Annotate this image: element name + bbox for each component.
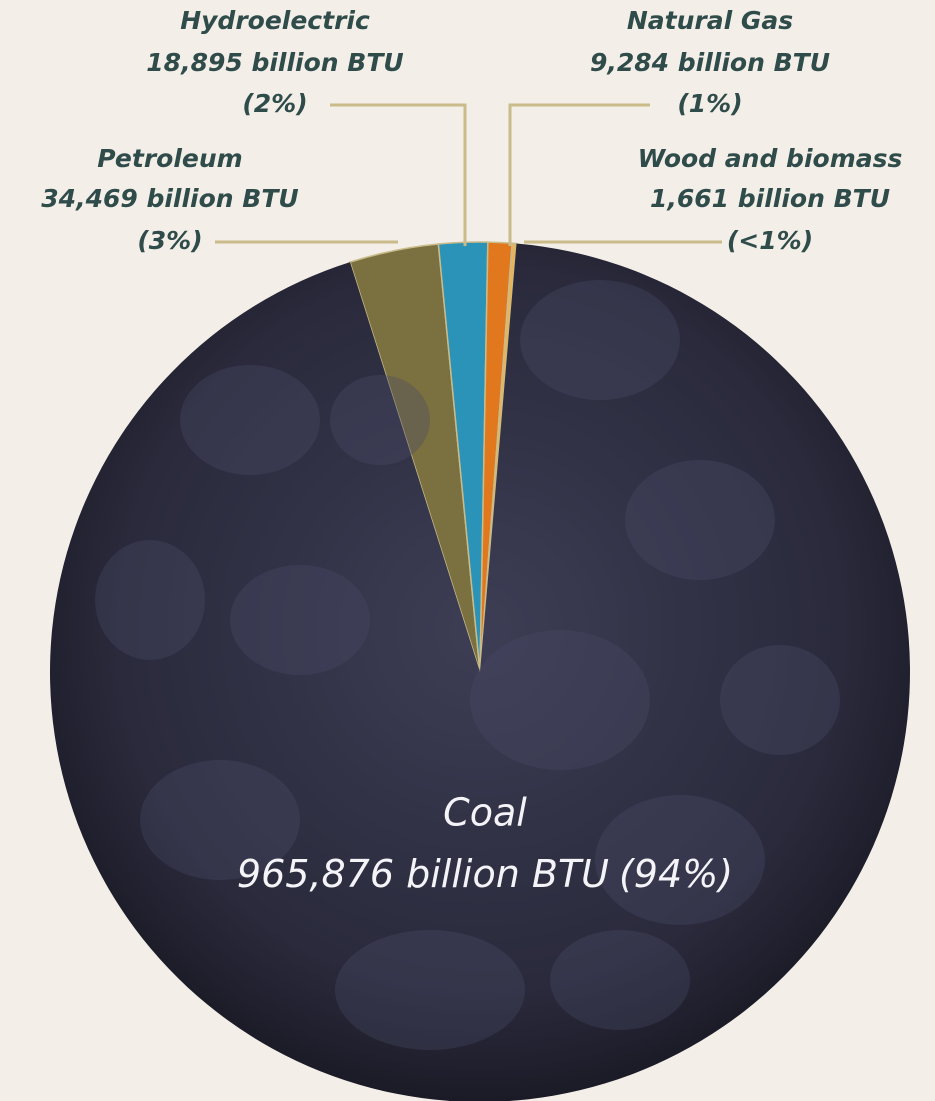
slice-percent: (3%) xyxy=(137,226,202,255)
slice-percent: (2%) xyxy=(242,89,307,118)
slice-value: 1,661 billion BTU xyxy=(650,184,890,213)
coal-lump xyxy=(550,930,690,1030)
coal-lump xyxy=(595,795,765,925)
slice-value: 34,469 billion BTU xyxy=(41,184,298,213)
coal-lump xyxy=(230,565,370,675)
coal-lump xyxy=(180,365,320,475)
slice-percent: (1%) xyxy=(677,89,742,118)
coal-lump xyxy=(95,540,205,660)
pie-slice xyxy=(479,242,518,673)
slice-name: Hydroelectric xyxy=(180,6,370,35)
slice-percent: (<1%) xyxy=(727,226,813,255)
coal-lump xyxy=(520,280,680,400)
slice-percent: (94%) xyxy=(619,852,733,896)
coal-lump xyxy=(140,760,300,880)
coal-lump xyxy=(625,460,775,580)
coal-lump xyxy=(470,630,650,770)
leader-line xyxy=(330,103,467,246)
coal-lump xyxy=(330,375,430,465)
coal-lump xyxy=(335,930,525,1050)
slice-value: 9,284 billion BTU xyxy=(590,48,830,77)
slice-name: Wood and biomass xyxy=(638,144,903,173)
pie xyxy=(50,241,910,1101)
slice-name: Coal xyxy=(443,791,527,835)
slice-value: 965,876 billion BTU xyxy=(237,852,609,896)
coal-label: 965,876 billion BTU (94%) xyxy=(237,852,733,896)
leader-line xyxy=(508,103,650,246)
slice-name: Natural Gas xyxy=(627,6,793,35)
labels: Petroleum 34,469 billion BTU (3%) Hydroelec… xyxy=(41,6,902,896)
slice-value: 18,895 billion BTU xyxy=(146,48,403,77)
slice-name: Petroleum xyxy=(97,144,242,173)
coal-lump xyxy=(720,645,840,755)
pie-slice xyxy=(50,243,910,1101)
